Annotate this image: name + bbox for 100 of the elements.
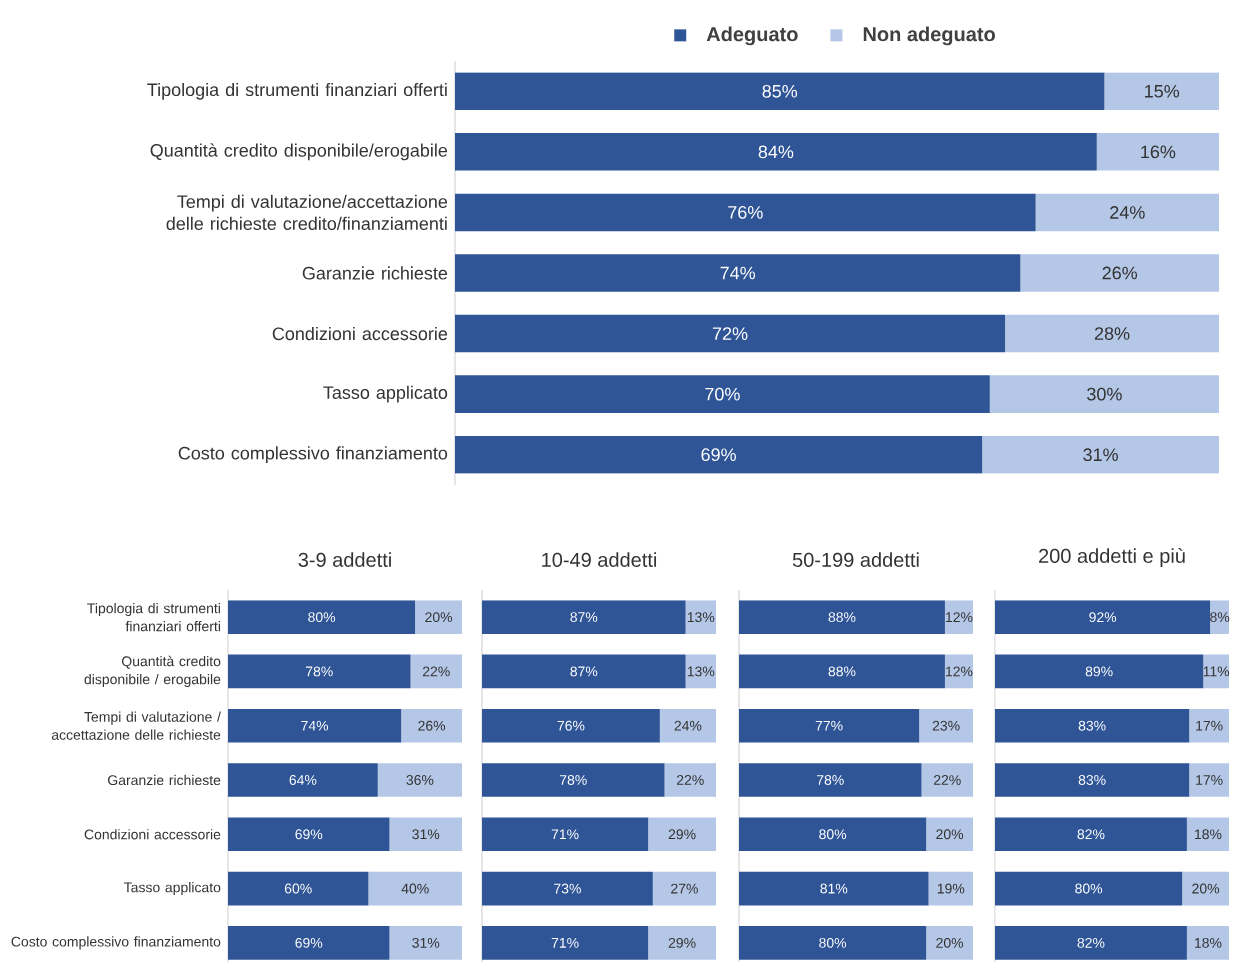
data-label: 12% (946, 666, 973, 677)
bar (228, 817, 390, 852)
bar (995, 600, 1211, 634)
data-label: 24% (674, 720, 702, 731)
bar (228, 654, 411, 689)
data-label: 22% (676, 775, 704, 785)
bar (1186, 926, 1230, 960)
data-label: 20% (936, 937, 964, 948)
bar (228, 871, 369, 906)
data-label: 27% (671, 883, 698, 894)
bar (659, 708, 717, 743)
bar (1189, 708, 1230, 743)
bar (1186, 817, 1230, 852)
data-label: 87% (570, 666, 598, 677)
data-label: 77% (815, 720, 843, 731)
data-label: 74% (720, 266, 756, 280)
data-label: 82% (1077, 829, 1105, 840)
data-label: 71% (551, 829, 579, 840)
data-label: 88% (828, 666, 856, 677)
data-label: 19% (937, 883, 965, 894)
y-tick-label: Garanzie richieste (302, 266, 448, 280)
data-label: 71% (551, 937, 579, 948)
data-label: 20% (425, 612, 453, 623)
bar (455, 254, 1021, 292)
data-label: 78% (816, 775, 844, 785)
bar (919, 708, 974, 743)
bar (995, 817, 1187, 852)
data-label: 16% (1141, 145, 1176, 159)
data-label: 60% (284, 883, 312, 894)
bar (648, 926, 717, 960)
bar (1203, 654, 1230, 689)
data-label: 70% (705, 387, 740, 401)
data-label: 8% (1210, 612, 1230, 623)
y-tick-label: Garanzie richieste (108, 774, 221, 786)
bar (739, 871, 929, 906)
data-label: 20% (936, 829, 964, 840)
bar (389, 926, 462, 960)
bar (995, 708, 1190, 743)
y-tick-label: Condizioni accessorie (84, 829, 221, 840)
bar (648, 817, 717, 852)
bar (228, 600, 416, 634)
data-label: 12% (946, 612, 973, 623)
data-label: 18% (1195, 937, 1222, 948)
data-label: 80% (819, 937, 847, 948)
bar (995, 871, 1183, 906)
data-label: 88% (828, 612, 856, 623)
bar (455, 72, 1105, 111)
data-label: 73% (554, 883, 581, 894)
data-label: 13% (687, 612, 715, 623)
bar (739, 926, 927, 960)
bar (1182, 871, 1230, 906)
bar (926, 926, 974, 960)
y-tick-label: Tempi di valutazione / accettazione delle richieste (51, 711, 221, 740)
bar (482, 926, 649, 960)
y-tick-label: Costo complessivo finanziamento (11, 936, 221, 950)
data-label: 92% (1089, 612, 1117, 623)
bar (995, 926, 1187, 960)
bar (482, 763, 665, 797)
data-label: 74% (301, 720, 329, 731)
bar (1104, 72, 1220, 111)
data-label: 80% (308, 612, 336, 623)
bar (482, 817, 649, 852)
bar (1189, 763, 1230, 797)
data-label: 29% (668, 829, 696, 840)
data-label: 80% (1075, 883, 1103, 894)
data-label: 78% (305, 666, 333, 677)
y-tick-label: Tasso applicato (323, 385, 448, 403)
bar (228, 926, 390, 960)
data-label: 31% (1083, 448, 1118, 462)
data-label: 31% (412, 937, 440, 948)
bar (1020, 254, 1220, 292)
bar (228, 763, 378, 797)
data-label: 31% (412, 829, 440, 840)
chart-title: 3-9 addetti (298, 552, 391, 567)
data-label: 87% (570, 612, 598, 623)
bar (739, 763, 922, 797)
chart-title: 10-49 addetti (542, 552, 657, 567)
bar (989, 375, 1220, 413)
bar (482, 708, 660, 743)
data-label: 82% (1077, 937, 1105, 948)
y-tick-label: Quantità credito disponibile / erogabile (84, 655, 221, 688)
data-label: 80% (819, 829, 847, 840)
y-tick-label: Tasso applicato (123, 882, 221, 896)
legend-label: Non adeguato (863, 26, 995, 46)
y-tick-label: Condizioni accessorie (272, 326, 448, 341)
bar (921, 763, 974, 797)
data-label: 17% (1196, 775, 1223, 785)
y-tick-label: Tempi di valutazione/accettazione delle richieste credito/finanziamenti (166, 194, 448, 231)
bar (739, 600, 945, 634)
bar (482, 654, 686, 689)
bar (1005, 314, 1220, 353)
bar (1035, 193, 1220, 232)
data-label: 29% (668, 937, 696, 948)
bar (482, 600, 686, 634)
y-tick-label: Costo complessivo finanziamento (178, 446, 448, 464)
data-label: 81% (820, 883, 848, 894)
data-label: 72% (712, 327, 748, 340)
data-label: 23% (932, 720, 960, 731)
bar (926, 817, 974, 852)
data-label: 69% (701, 448, 736, 462)
